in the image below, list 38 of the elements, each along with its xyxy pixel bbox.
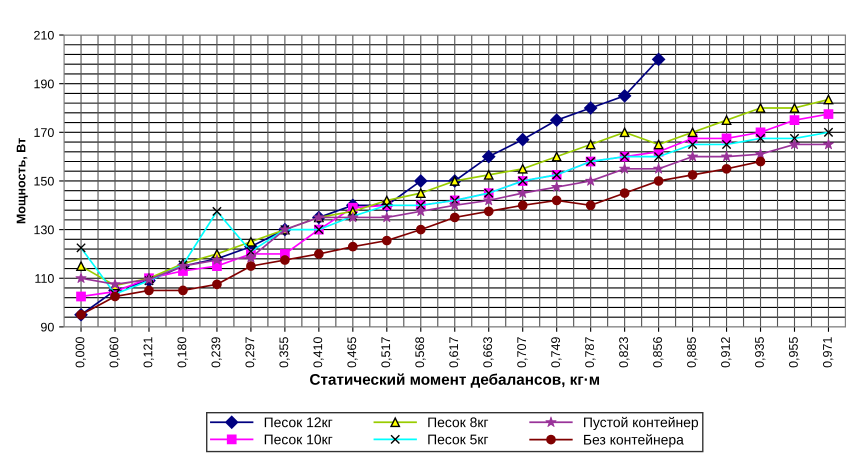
y-tick-label: 110: [35, 274, 54, 283]
x-tick-label: 0,568: [415, 337, 426, 368]
x-tick-label: 0,180: [177, 337, 188, 368]
x-tick-label: 0,517: [381, 337, 392, 368]
y-tick-label: 190: [34, 79, 54, 88]
x-tick-label: 0,000: [76, 337, 86, 368]
x-tick-label: 0,663: [483, 337, 494, 368]
y-axis-title: Мощность, Вт: [16, 138, 28, 224]
y-tick-label: 150: [34, 176, 54, 186]
x-tick-label: 0,912: [721, 337, 732, 368]
x-tick-label: 0,410: [313, 337, 324, 368]
x-tick-label: 0,885: [687, 337, 698, 368]
x-axis-title: Статический момент дебалансов, кг·м: [310, 373, 600, 388]
legend-label: Песок 8кг: [428, 417, 488, 428]
x-tick-label: 0,239: [211, 337, 222, 368]
x-tick-label: 0,617: [449, 337, 460, 368]
legend-label: Песок 12кг: [264, 417, 332, 428]
x-tick-label: 0,297: [245, 337, 256, 368]
y-tick-label: 210: [34, 30, 54, 40]
x-tick-label: 0,355: [279, 337, 290, 368]
legend-label: Песок 5кг: [428, 434, 488, 444]
legend-label: Без контейнера: [584, 434, 684, 448]
y-tick-label: 170: [34, 128, 54, 137]
legend-label: Песок 10кг: [264, 434, 332, 444]
legend-label: Пустой контейнер: [584, 416, 698, 430]
x-tick-label: 0,465: [347, 337, 358, 368]
x-tick-label: 0,060: [110, 337, 120, 368]
x-tick-label: 0,856: [653, 337, 664, 368]
x-tick-label: 0,935: [755, 337, 766, 368]
y-tick-label: 130: [34, 225, 54, 234]
x-tick-label: 0,955: [789, 337, 800, 368]
x-tick-label: 0,787: [585, 337, 596, 368]
x-tick-label: 0,823: [619, 337, 630, 368]
x-tick-label: 0,971: [822, 337, 834, 368]
x-tick-label: 0,749: [551, 337, 562, 368]
x-tick-label: 0,707: [517, 337, 528, 368]
x-tick-label: 0,121: [143, 337, 154, 368]
y-tick-label: 90: [41, 322, 54, 332]
